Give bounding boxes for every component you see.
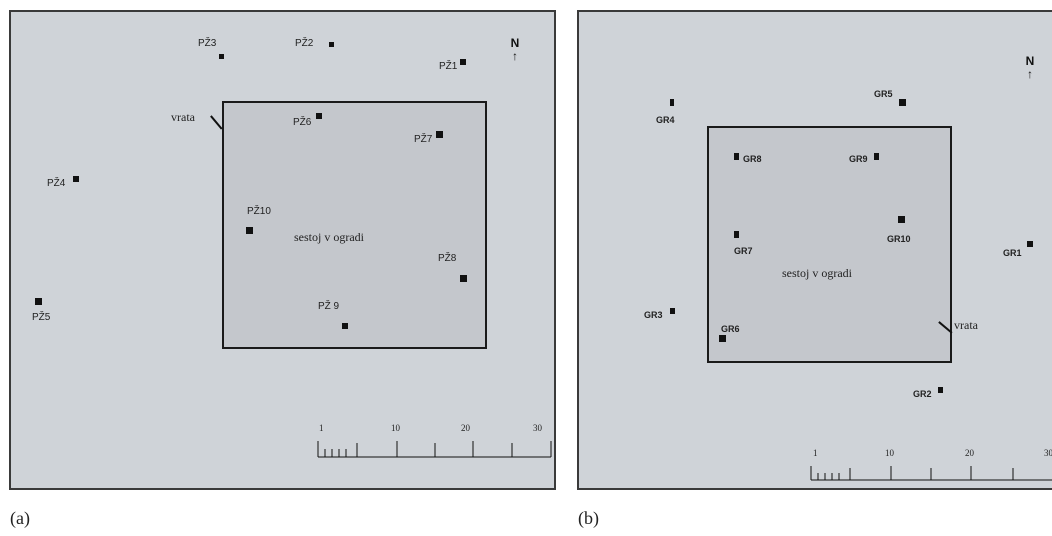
arrow-up-icon: ↑: [1027, 67, 1033, 81]
map-panel-b: sestoj v ogradi vrata N ↑ GR1 GR2 GR3 GR…: [577, 10, 1052, 490]
plot-label-pz3: PŽ3: [198, 38, 217, 49]
plot-label-gr6: GR6: [721, 324, 740, 334]
plot-marker-pz7: [436, 131, 443, 138]
plot-label-pz5: PŽ5: [32, 312, 51, 323]
gate-label: vrata: [171, 110, 195, 124]
plot-marker-gr3: [670, 308, 675, 314]
plot-marker-pz8: [460, 275, 467, 282]
map-panel-a: sestoj v ogradi vrata N ↑ PŽ1 PŽ2 PŽ3 PŽ…: [9, 10, 556, 490]
plot-label-pz9: PŽ 9: [318, 301, 340, 312]
plot-label-pz10: PŽ10: [247, 206, 271, 217]
enclosure-area: [222, 101, 487, 349]
scale-tick-label: 1: [813, 448, 818, 458]
plot-marker-pz2: [329, 42, 334, 47]
enclosure-label: sestoj v ogradi: [782, 266, 852, 280]
plot-marker-gr9: [874, 153, 879, 160]
plot-marker-gr10: [898, 216, 905, 223]
gate-label: vrata: [954, 318, 978, 332]
plot-label-gr8: GR8: [743, 154, 762, 164]
plot-label-pz7: PŽ7: [414, 134, 433, 145]
plot-label-pz6: PŽ6: [293, 117, 312, 128]
plot-label-gr10: GR10: [887, 234, 911, 244]
north-label: N: [510, 36, 520, 50]
plot-marker-pz3: [219, 54, 224, 59]
plot-marker-pz4: [73, 176, 79, 182]
plot-label-pz4: PŽ4: [47, 178, 66, 189]
plot-label-gr4: GR4: [656, 115, 675, 125]
scale-tick-label: 20: [461, 423, 471, 433]
scale-tick-label: 1: [319, 423, 324, 433]
plot-marker-gr4: [670, 99, 674, 106]
scale-tick-label: 30: [1044, 448, 1052, 458]
plot-label-pz2: PŽ2: [295, 38, 314, 49]
plot-label-gr5: GR5: [874, 89, 893, 99]
plot-marker-pz10: [246, 227, 253, 234]
plot-marker-pz1: [460, 59, 466, 65]
plot-marker-gr8: [734, 153, 739, 160]
plot-marker-gr5: [899, 99, 906, 106]
north-label: N: [1025, 54, 1035, 68]
enclosure-label: sestoj v ogradi: [294, 230, 364, 244]
plot-label-gr9: GR9: [849, 154, 868, 164]
gate-marker: [210, 115, 223, 130]
plot-marker-gr2: [938, 387, 943, 393]
plot-label-pz1: PŽ1: [439, 61, 458, 72]
plot-marker-pz6: [316, 113, 322, 119]
plot-marker-gr1: [1027, 241, 1033, 247]
caption-b: (b): [578, 508, 599, 528]
arrow-up-icon: ↑: [512, 49, 518, 63]
plot-marker-pz9: [342, 323, 348, 329]
plot-label-gr3: GR3: [644, 310, 663, 320]
north-arrow-icon: N ↑: [507, 36, 523, 62]
plot-label-gr7: GR7: [734, 246, 753, 256]
plot-marker-gr7: [734, 231, 739, 238]
plot-marker-pz5: [35, 298, 42, 305]
scale-tick-label: 20: [965, 448, 975, 458]
scale-tick-label: 10: [391, 423, 401, 433]
plot-label-gr1: GR1: [1003, 248, 1022, 258]
plot-label-pz8: PŽ8: [438, 253, 457, 264]
north-arrow-icon: N ↑: [1022, 54, 1038, 80]
plot-marker-gr6: [719, 335, 726, 342]
enclosure-area: [707, 126, 952, 363]
scale-tick-label: 30: [533, 423, 543, 433]
scale-tick-label: 10: [885, 448, 895, 458]
plot-label-gr2: GR2: [913, 389, 932, 399]
caption-a: (a): [10, 508, 30, 528]
